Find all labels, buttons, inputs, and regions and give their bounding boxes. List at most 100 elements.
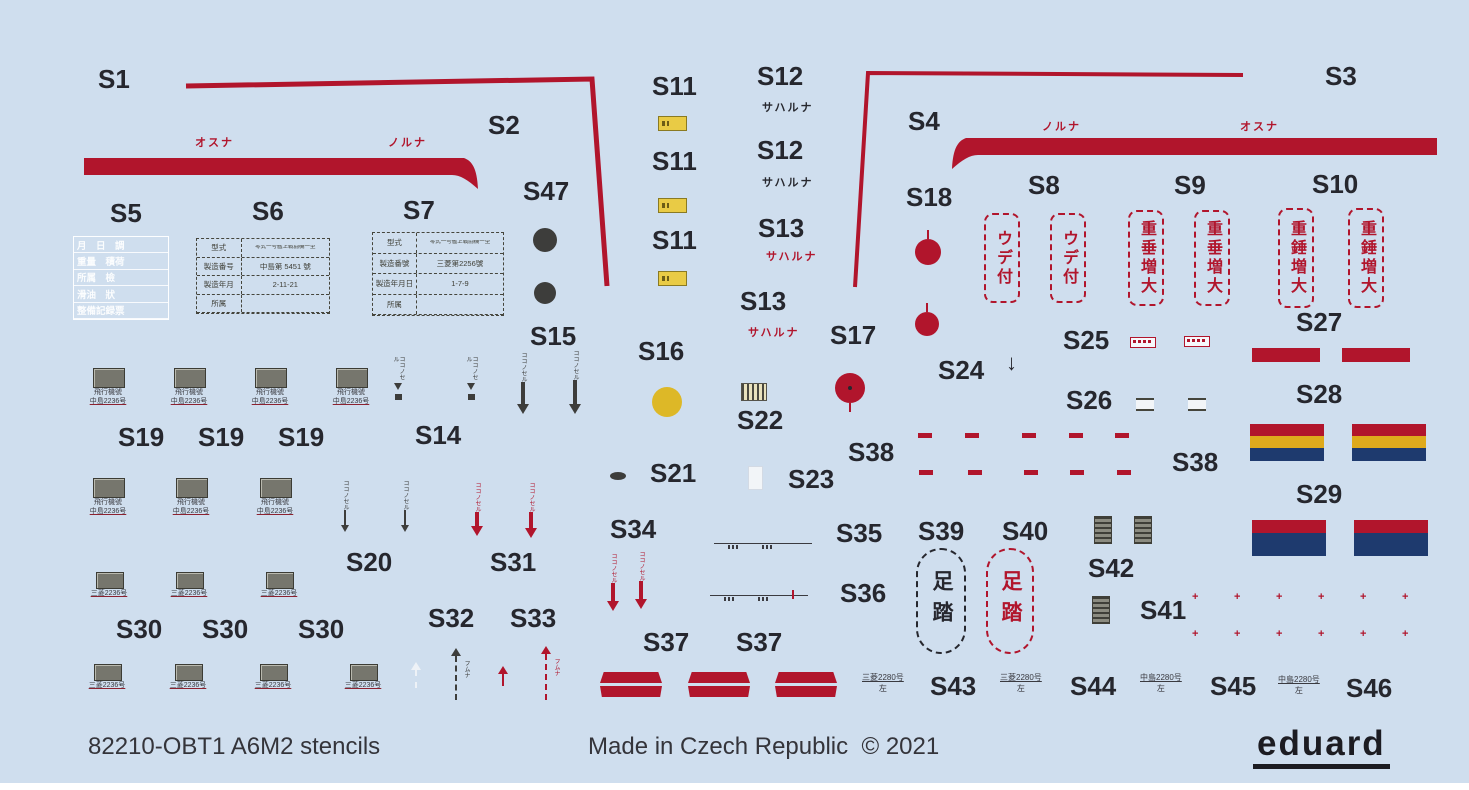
decal-vbox: 重垂増大 [1194, 210, 1230, 306]
decal-mini-plate [350, 664, 378, 681]
decal-plus: + [1192, 628, 1199, 640]
stencil-label-S1: S1 [98, 64, 130, 94]
red-placard [1184, 336, 1210, 347]
stencil-label-S30: S30 [202, 614, 249, 644]
stencil-label-S19: S19 [198, 422, 245, 452]
white-placard [748, 466, 763, 490]
decal-dash [968, 470, 982, 475]
stencil-label-S42: S42 [1088, 553, 1135, 583]
striped-placard [1092, 596, 1110, 624]
red-cap-dot [835, 373, 865, 412]
foothold-stencil: 足踏 [916, 548, 966, 654]
decal-mini-plate [176, 478, 208, 498]
stencil-label-S38: S38 [1172, 447, 1219, 477]
stencil-label-S12: S12 [757, 135, 804, 165]
stencil-label-S6: S6 [252, 196, 284, 226]
decal-vbox: ウデ付 [984, 213, 1020, 303]
stencil-label-S36: S36 [840, 578, 887, 608]
yellow-placard [658, 116, 687, 131]
stencil-label-S26: S26 [1066, 385, 1113, 415]
stencil-label-S27: S27 [1296, 307, 1343, 337]
tricolor-band [1352, 424, 1426, 461]
decal-mini-plate-caption: 飛行機號 中島2236号 [256, 499, 294, 515]
decal-dash [919, 470, 933, 475]
striped-placard [1134, 516, 1152, 544]
decal-mini-plate-caption: 飛行機號 中島2236号 [332, 389, 370, 405]
walkway-line-right [853, 70, 1244, 288]
stencil-label-S16: S16 [638, 336, 685, 366]
stencil-label-S18: S18 [906, 182, 953, 212]
decal-plus: + [1276, 591, 1283, 603]
stencil-label-S13: S13 [758, 213, 805, 243]
decal-dash [965, 433, 979, 438]
stencil-label-S19: S19 [278, 422, 325, 452]
stencil-label-S3: S3 [1325, 61, 1357, 91]
decal-caption2: 中島2280号左 [1140, 673, 1182, 694]
decal-mini-plate-caption: 飛行機號 中島2236号 [170, 389, 208, 405]
jp-caption: サハルナ [748, 327, 800, 339]
stencil-label-S43: S43 [930, 671, 977, 701]
data-placard [741, 383, 767, 401]
jp-caption: オスナ [1240, 121, 1279, 133]
decal-mini-plate-caption: 三菱2236号 [170, 590, 208, 597]
decal-dasharrow: フムナ [540, 646, 559, 700]
decal-mini-plate-caption: 三菱2236号 [344, 682, 382, 689]
stencil-label-S39: S39 [918, 516, 965, 546]
decal-mini-plate [176, 572, 204, 589]
manufacturer-data-plate: 型式 零式一号艦上戦闘機一型 製造番號 三菱第2256號 製造年月日 1-7-9 所属 [372, 232, 504, 316]
stencil-label-S11: S11 [652, 71, 697, 101]
grey-dot [533, 228, 557, 252]
decal-mini-plate-caption: 飛行機號 中島2236号 [251, 389, 289, 405]
stencil-label-S9: S9 [1174, 170, 1206, 200]
decal-varrow: ココノセル [634, 551, 648, 609]
decal-dash [918, 433, 932, 438]
decal-dash [1069, 433, 1083, 438]
sheet-bottom-edge [0, 783, 1469, 790]
decal-mini-plate-caption: 三菱2236号 [254, 682, 292, 689]
stencil-label-S13: S13 [740, 286, 787, 316]
eduard-logo: eduard [1253, 725, 1390, 769]
white-placard [1136, 398, 1154, 411]
decal-mini-plate-caption: 三菱2236号 [88, 682, 126, 689]
decal-varrow: ココノセル [516, 352, 530, 414]
decal-mini-plate [255, 368, 287, 388]
stencil-label-S30: S30 [298, 614, 345, 644]
stencil-label-S35: S35 [836, 518, 883, 548]
decal-dash [1070, 470, 1084, 475]
stencil-label-S20: S20 [346, 547, 393, 577]
decal-varrow: ココノセル [398, 480, 412, 532]
stencil-label-S45: S45 [1210, 671, 1257, 701]
hinge-line [710, 590, 808, 601]
decal-plus: + [1402, 591, 1409, 603]
decal-caption2: 中島2280号左 [1278, 675, 1320, 696]
walkway-line-left [185, 76, 610, 287]
decal-mini-plate-caption: 三菱2236号 [90, 590, 128, 597]
stencil-label-S28: S28 [1296, 379, 1343, 409]
stencil-label-S33: S33 [510, 603, 557, 633]
oval-plug [610, 472, 626, 480]
stencil-label-S40: S40 [1002, 516, 1049, 546]
wing-stripe-right [952, 138, 1437, 169]
decal-mini-plate [93, 478, 125, 498]
decal-dasharrow [410, 662, 422, 688]
decal-dasharrow [497, 666, 509, 686]
decal-mini-plate-caption: 三菱2236号 [169, 682, 207, 689]
stencil-label-S32: S32 [428, 603, 475, 633]
decal-mini-plate [266, 572, 294, 589]
decal-varrow: ココノセル [464, 356, 478, 400]
stencil-label-S38: S38 [848, 437, 895, 467]
decal-mini-plate-caption: 飛行機號 中島2236号 [89, 389, 127, 405]
stencil-label-S11: S11 [652, 225, 697, 255]
yellow-cap-dot [652, 387, 682, 417]
hinge-line [714, 543, 812, 549]
jp-caption: サハルナ [762, 177, 814, 189]
made-in-label: Made in Czech Republic [588, 733, 849, 760]
stencil-label-S7: S7 [403, 195, 435, 225]
decal-mini-plate [260, 664, 288, 681]
decal-varrow: ココノセル [470, 482, 484, 536]
jp-caption: オスナ [195, 137, 234, 149]
jp-caption: サハルナ [766, 251, 818, 263]
decal-dasharrow: フムナ [450, 648, 469, 700]
red-band [1252, 348, 1320, 362]
